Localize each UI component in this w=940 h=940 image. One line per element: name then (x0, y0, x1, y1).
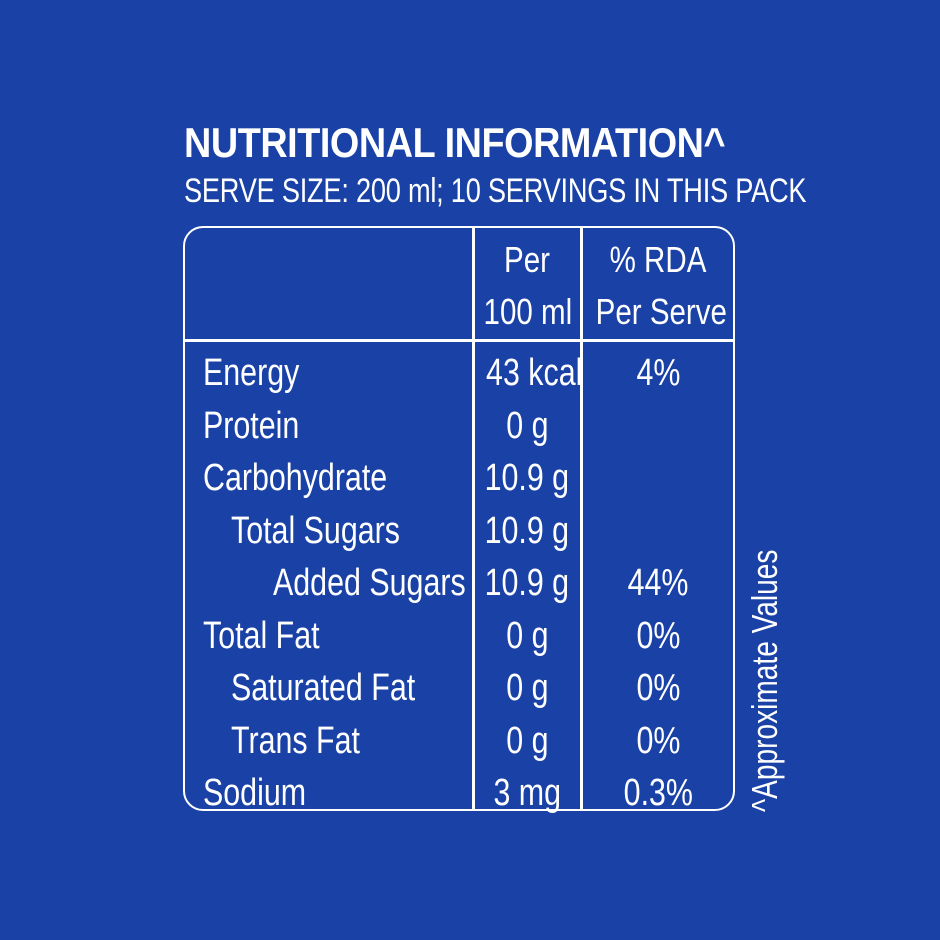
nutrient-name: Energy (203, 352, 300, 394)
nutrient-rda: 0% (636, 614, 680, 657)
nutrition-table: Per 100 ml % RDA Per Serve Energy 43 kca… (183, 226, 735, 814)
nutrient-name: Total Fat (203, 614, 320, 657)
nutrient-per-100ml: 10.9 g (484, 509, 570, 552)
nutrient-name: Carbohydrate (203, 457, 388, 499)
table-row: Protein 0 g (185, 400, 733, 453)
nutrient-rda: 44% (627, 562, 689, 604)
nutrient-rda (582, 400, 734, 452)
header-per-line2: 100 ml (483, 291, 573, 332)
nutrient-rda (582, 505, 734, 557)
nutrient-name: Trans Fat (231, 719, 360, 762)
nutrient-per-100ml: 10.9 g (484, 562, 570, 604)
table-row: Carbohydrate 10.9 g (185, 452, 733, 505)
header-per-100ml: Per 100 ml (474, 234, 580, 338)
nutrient-rda: 0% (636, 667, 680, 709)
table-row: Total Sugars 10.9 g (185, 505, 733, 558)
header-rda-line2: Per Serve (595, 291, 727, 332)
nutrient-per-100ml: 0 g (505, 667, 549, 709)
nutrient-name: Total Sugars (231, 509, 400, 552)
nutrient-rda: 0% (636, 719, 680, 762)
table-row: Trans Fat 0 g 0% (185, 715, 733, 768)
nutrient-per-100ml: 3 mg (493, 772, 561, 814)
approximate-values-note: ^Approximate Values (744, 549, 785, 812)
nutrient-per-100ml: 0 g (505, 614, 549, 657)
nutrient-per-100ml: 0 g (505, 719, 549, 762)
nutrient-name: Protein (203, 404, 300, 447)
table-row: Energy 43 kcal 4% (185, 347, 733, 400)
nutrient-rda: 0.3% (623, 772, 693, 814)
serve-size-text: SERVE SIZE: 200 ml; 10 SERVINGS IN THIS … (184, 172, 807, 210)
table-row: Saturated Fat 0 g 0% (185, 662, 733, 715)
nutrient-per-100ml: 10.9 g (484, 457, 570, 499)
nutrient-name: Added Sugars (273, 562, 466, 604)
nutrition-title: NUTRITIONAL INFORMATION^ (184, 119, 726, 166)
table-row: Added Sugars 10.9 g 44% (185, 557, 733, 610)
header-divider (185, 339, 733, 342)
nutrient-per-100ml: 0 g (505, 404, 549, 447)
table-row: Total Fat 0 g 0% (185, 610, 733, 663)
nutrient-name: Sodium (203, 772, 307, 814)
nutrient-rda: 4% (636, 352, 680, 394)
table-row: Sodium 3 mg 0.3% (185, 767, 733, 820)
header-per-line1: Per (504, 239, 550, 280)
column-divider (472, 228, 475, 809)
header-rda-line1: % RDA (609, 239, 707, 280)
header-rda-per-serve: % RDA Per Serve (582, 234, 734, 338)
nutrient-rda (582, 452, 734, 504)
nutrient-rows: Energy 43 kcal 4% Protein 0 g Carbohydra… (185, 347, 733, 820)
nutrient-per-100ml: 43 kcal (486, 352, 583, 394)
nutrient-name: Saturated Fat (231, 667, 416, 709)
column-divider (580, 228, 583, 809)
